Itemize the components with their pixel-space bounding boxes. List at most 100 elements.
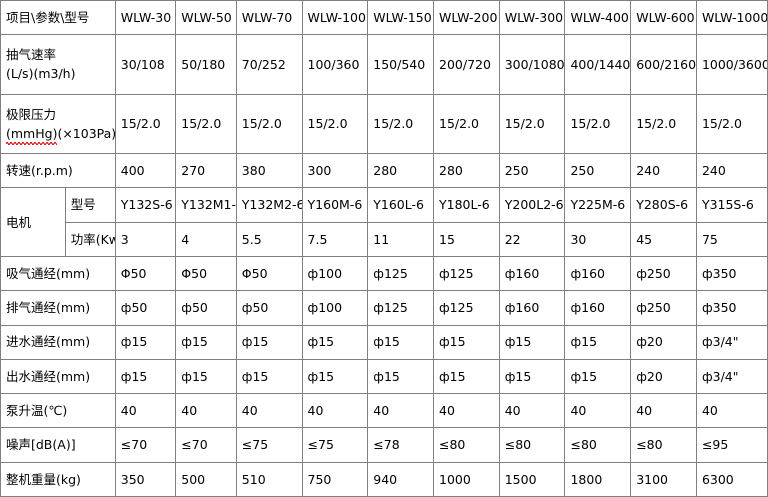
model-header-wlw-100: WLW-100 bbox=[301, 0, 369, 36]
table-cell: ф3/4" bbox=[695, 324, 768, 360]
table-cell: ф160 bbox=[564, 290, 632, 326]
table-cell: 240 bbox=[695, 153, 768, 189]
table-cell: Y132S-6 bbox=[114, 187, 177, 223]
table-cell: ф100 bbox=[301, 255, 369, 292]
row-label-line1: 出水通经(mm) bbox=[6, 368, 91, 384]
table-cell: 15/2.0 bbox=[630, 93, 697, 155]
model-header-wlw-600: WLW-600 bbox=[630, 0, 697, 36]
table-cell: 1000/3600 bbox=[695, 34, 768, 95]
table-cell: ≤78 bbox=[367, 427, 434, 463]
table-cell: 280 bbox=[367, 153, 434, 189]
corner-label: 项目\参数\型号 bbox=[6, 9, 90, 25]
table-cell: 15/2.0 bbox=[564, 93, 632, 155]
model-name: WLW-1000 bbox=[701, 9, 768, 25]
row-label-water-outlet: 出水通经(mm) bbox=[0, 358, 116, 395]
table-cell: ф160 bbox=[564, 255, 632, 292]
row-label-line1: 型号 bbox=[70, 197, 96, 213]
table-cell: ф3/4" bbox=[695, 358, 768, 395]
table-cell: ф15 bbox=[433, 358, 500, 395]
table-cell: ф15 bbox=[498, 358, 566, 395]
table-cell: ф50 bbox=[175, 290, 237, 326]
table-cell: 150/540 bbox=[367, 34, 434, 95]
row-label-line1: 极限压力 bbox=[6, 106, 57, 122]
table-cell: ф100 bbox=[301, 290, 369, 326]
table-cell: Φ50 bbox=[235, 255, 303, 292]
model-name: WLW-50 bbox=[181, 9, 232, 25]
table-cell: 70/252 bbox=[235, 34, 303, 95]
table-cell: ф250 bbox=[630, 290, 697, 326]
table-cell: 300/1080 bbox=[498, 34, 566, 95]
model-name: WLW-70 bbox=[241, 9, 293, 25]
table-cell: ф160 bbox=[498, 290, 566, 326]
row-label-pump-temp-rise: 泵升温(℃) bbox=[0, 393, 116, 429]
table-cell: 600/2160 bbox=[630, 34, 697, 95]
table-cell: ф20 bbox=[630, 358, 697, 395]
table-cell: ф50 bbox=[114, 290, 177, 326]
table-cell: 40 bbox=[235, 393, 303, 429]
table-row-suction-port: 吸气通经(mm) Φ50 Φ50 Φ50 ф100 ф125 ф125 ф160… bbox=[0, 255, 768, 292]
table-cell: 15 bbox=[433, 221, 500, 257]
table-cell: Y132M2-6 bbox=[235, 187, 303, 223]
table-cell: 1500 bbox=[498, 461, 566, 497]
motor-group-label: 电机 bbox=[6, 214, 32, 230]
table-cell: ф15 bbox=[235, 358, 303, 395]
table-cell: 400/1440 bbox=[564, 34, 632, 95]
table-cell: 40 bbox=[175, 393, 237, 429]
table-row-pump-temp-rise: 泵升温(℃) 40 40 40 40 40 40 40 40 40 40 bbox=[0, 393, 768, 429]
table-cell: ф15 bbox=[114, 324, 177, 360]
row-label-line1: 噪声[dB(A)] bbox=[6, 437, 76, 453]
row-label-line2: (L/s)(m3/h) bbox=[6, 66, 76, 82]
table-cell: 750 bbox=[301, 461, 369, 497]
table-cell: ф250 bbox=[630, 255, 697, 292]
row-label-pumping-speed: 抽气速率 (L/s)(m3/h) bbox=[0, 34, 116, 95]
table-cell: ф15 bbox=[367, 324, 434, 360]
table-cell: 380 bbox=[235, 153, 303, 189]
table-row-total-weight: 整机重量(kg) 350 500 510 750 940 1000 1500 1… bbox=[0, 461, 768, 497]
table-cell: 75 bbox=[695, 221, 768, 257]
table-cell: 40 bbox=[630, 393, 697, 429]
table-cell: 40 bbox=[564, 393, 632, 429]
table-cell: 22 bbox=[498, 221, 566, 257]
corner-label-cell: 项目\参数\型号 bbox=[0, 0, 116, 36]
table-cell: 40 bbox=[498, 393, 566, 429]
row-label-motor-model: 型号 bbox=[64, 187, 116, 223]
row-label-line1: 进水通经(mm) bbox=[6, 334, 91, 350]
table-cell: 300 bbox=[301, 153, 369, 189]
table-cell: 15/2.0 bbox=[498, 93, 566, 155]
table-cell: 6300 bbox=[695, 461, 768, 497]
table-cell: 250 bbox=[498, 153, 566, 189]
table-cell: ф350 bbox=[695, 255, 768, 292]
table-cell: 500 bbox=[175, 461, 237, 497]
table-cell: 45 bbox=[630, 221, 697, 257]
table-cell: 270 bbox=[175, 153, 237, 189]
model-header-wlw-150: WLW-150 bbox=[367, 0, 434, 36]
table-cell: 40 bbox=[114, 393, 177, 429]
table-cell: 30 bbox=[564, 221, 632, 257]
table-row-pumping-speed: 抽气速率 (L/s)(m3/h) 30/108 50/180 70/252 10… bbox=[0, 34, 768, 95]
table-cell: 40 bbox=[695, 393, 768, 429]
row-label-line1: 泵升温(℃) bbox=[6, 402, 68, 418]
table-cell: ф15 bbox=[301, 358, 369, 395]
table-header-row: 项目\参数\型号 WLW-30 WLW-50 WLW-70 WLW-100 WL… bbox=[0, 0, 768, 36]
table-cell: ф15 bbox=[498, 324, 566, 360]
table-cell: ≤70 bbox=[175, 427, 237, 463]
model-header-wlw-70: WLW-70 bbox=[235, 0, 303, 36]
table-cell: ф125 bbox=[367, 255, 434, 292]
table-cell: 15/2.0 bbox=[175, 93, 237, 155]
table-cell: ≤75 bbox=[301, 427, 369, 463]
table-row-motor-power: 功率(Kw) 3 4 5.5 7.5 11 15 22 30 45 75 bbox=[1, 221, 768, 257]
table-cell: ≤80 bbox=[630, 427, 697, 463]
row-label-line1: 吸气通经(mm) bbox=[6, 265, 91, 281]
row-label-motor-power: 功率(Kw) bbox=[64, 221, 116, 257]
table-cell: ≤75 bbox=[235, 427, 303, 463]
table-cell: Y225M-6 bbox=[564, 187, 632, 223]
table-cell: ф15 bbox=[235, 324, 303, 360]
table-row-noise: 噪声[dB(A)] ≤70 ≤70 ≤75 ≤75 ≤78 ≤80 ≤80 ≤8… bbox=[0, 427, 768, 463]
table-cell: 100/360 bbox=[301, 34, 369, 95]
row-label-line1: 功率(Kw) bbox=[70, 231, 115, 247]
table-cell: ф125 bbox=[433, 255, 500, 292]
row-label-total-weight: 整机重量(kg) bbox=[0, 461, 116, 497]
table-cell: 30/108 bbox=[114, 34, 177, 95]
table-cell: ф15 bbox=[367, 358, 434, 395]
